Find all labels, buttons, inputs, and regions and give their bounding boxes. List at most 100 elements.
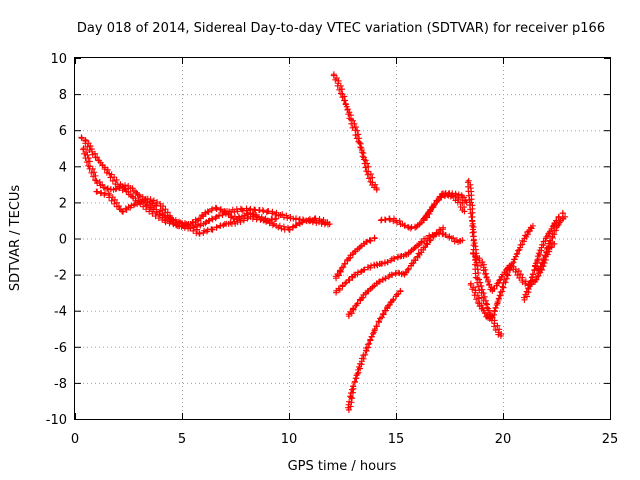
data-point-plus-fill [472,243,479,250]
data-point-plus-fill [481,293,488,300]
data-point-plus-fill [347,308,354,315]
data-point-plus-fill [391,255,398,262]
data-point-plus [273,215,280,222]
data-point-plus-fill [528,225,535,232]
data-point-plus-fill [553,217,560,224]
data-point-plus-fill [197,222,204,229]
data-point-plus-fill [220,222,227,229]
data-point-plus-fill [155,215,162,222]
series-arc-8 [345,287,404,413]
data-point-plus-fill [486,315,493,322]
data-point-plus-fill [299,216,306,223]
data-point-plus-fill [393,291,400,298]
data-point-plus-fill [521,294,528,301]
data-point-plus-fill [478,294,485,301]
data-point-plus-fill [555,213,562,220]
data-point-plus-fill [292,222,299,229]
data-point-plus-fill [367,264,374,271]
data-point-plus-fill [492,304,499,311]
data-point-plus-fill [423,240,430,247]
data-point-plus-fill [347,393,354,400]
data-point-plus-fill [259,207,266,214]
data-point-plus-fill [92,177,99,184]
data-point-plus-fill [316,216,323,223]
data-point-plus-fill [362,164,369,171]
data-point-plus-fill [494,280,501,287]
data-point-plus-fill [364,171,371,178]
data-point-plus-fill [240,217,247,224]
data-point-plus-fill [146,198,153,205]
data-point-plus-fill [162,206,169,213]
data-point-plus-fill [112,186,119,193]
data-point-plus-fill [367,171,374,178]
data-point-plus-fill [159,216,166,223]
data-point-plus-fill [363,345,370,352]
data-point-plus-fill [373,323,380,330]
data-point-plus-fill [196,230,203,237]
y-tick-label: 10 [50,52,67,67]
data-point-plus-fill [389,272,396,279]
data-point-plus-fill [169,216,176,223]
data-point-plus-fill [469,222,476,229]
data-point-plus-fill [402,222,409,229]
data-point-plus-fill [342,280,349,287]
data-point-plus-fill [209,216,216,223]
data-point-plus-fill [149,210,156,217]
data-point-plus-fill [496,277,503,284]
data-point-plus-fill [531,267,538,274]
data-point-plus [354,370,361,377]
x-tick-label: 5 [178,432,186,447]
data-point-plus-fill [479,286,486,293]
marks-layer [78,71,569,413]
data-point-plus-fill [147,204,154,211]
data-point-plus-fill [390,218,397,225]
y-tick-label: 0 [59,233,67,248]
data-point-plus [378,217,385,224]
data-point-plus-fill [346,398,353,405]
data-point-plus-fill [476,276,483,283]
data-point-plus [367,336,374,343]
series-arc-9 [378,192,468,232]
data-point-plus-fill [499,283,506,290]
data-point-plus-fill [467,281,474,288]
series-arc-12 [467,222,536,322]
data-point-plus-fill [320,216,327,223]
data-point-plus-fill [495,331,502,338]
data-point-plus-fill [431,200,438,207]
data-point-plus-fill [528,274,535,281]
data-point-plus [375,278,382,285]
data-point-plus [459,237,466,244]
data-point-plus-fill [469,229,476,236]
data-point-plus-fill [407,225,414,232]
data-point-plus-fill [386,216,393,223]
data-point-plus-fill [512,268,519,275]
data-point-plus-fill [357,144,364,151]
data-point-plus-fill [411,257,418,264]
data-point-plus-fill [187,225,194,232]
data-point-plus-fill [84,143,91,150]
data-point-plus-fill [497,289,504,296]
data-point-plus-fill [289,224,296,231]
data-point-plus-fill [474,292,481,299]
data-point-plus-fill [433,229,440,236]
x-tick-label: 0 [71,432,79,447]
data-point-plus-fill [152,213,159,220]
series-arc-3 [93,188,331,237]
data-point-plus-fill [78,135,85,142]
data-point-plus-fill [140,203,147,210]
data-point-plus-fill [208,207,215,214]
data-point-plus-fill [108,197,115,204]
data-point-plus-fill [434,197,441,204]
data-point-plus [461,208,468,215]
data-point-plus-fill [263,218,270,225]
data-point-plus-fill [475,269,482,276]
data-point-plus-fill [539,260,546,267]
data-point-plus-fill [473,296,480,303]
data-point-plus-fill [190,219,197,226]
data-point-plus-fill [143,206,150,213]
series-arc-5 [332,234,378,282]
series-arc-7 [345,224,447,320]
data-point-plus-fill [332,76,339,83]
data-point-plus [358,295,365,302]
data-point-plus-fill [360,150,367,157]
